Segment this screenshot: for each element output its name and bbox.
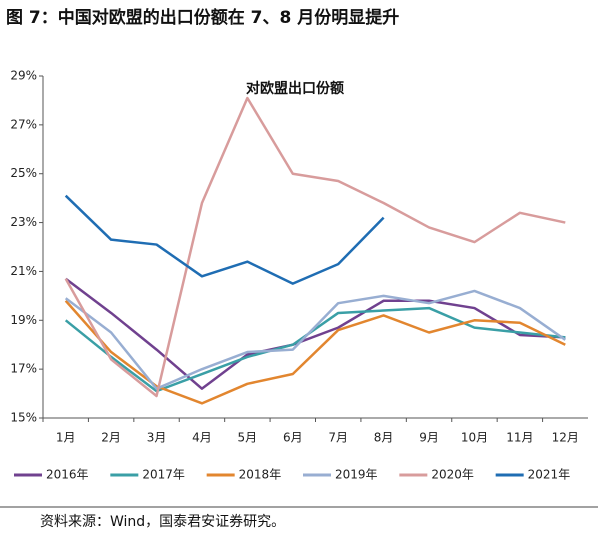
x-tick-label: 2月 (101, 431, 121, 445)
chart-title: 图 7：中国对欧盟的出口份额在 7、8 月份明显提升 (6, 7, 399, 28)
y-tick-label: 27% (10, 117, 37, 131)
y-tick-label: 29% (10, 69, 37, 83)
x-tick-label: 11月 (506, 431, 533, 445)
y-tick-label: 15% (10, 411, 37, 425)
series-line (64, 289, 567, 390)
y-tick-label: 17% (10, 362, 37, 376)
x-tick-label: 3月 (147, 431, 167, 445)
x-tick-label: 1月 (56, 431, 76, 445)
y-tick-label: 25% (10, 166, 37, 180)
y-tick-label: 21% (10, 264, 37, 278)
source: 资料来源：Wind，国泰君安证券研究。 (40, 514, 285, 530)
annotation: 对欧盟出口份额 (246, 80, 344, 97)
x-tick-label: 4月 (192, 431, 212, 445)
x-tick-label: 6月 (283, 431, 303, 445)
x-tick-label: 9月 (419, 431, 439, 445)
x-tick-label: 7月 (328, 431, 348, 445)
series-line (64, 96, 566, 398)
legend-label: 2020年 (431, 468, 474, 482)
x-tick-label: 10月 (461, 431, 488, 445)
series-line (64, 277, 566, 390)
legend-label: 2019年 (335, 468, 378, 482)
y-tick-label: 23% (10, 215, 37, 229)
legend-label: 2017年 (142, 468, 185, 482)
x-tick-label: 8月 (374, 431, 394, 445)
series-line (64, 306, 566, 393)
x-tick-label: 12月 (552, 431, 579, 445)
x-tick-label: 5月 (238, 431, 258, 445)
legend-label: 2021年 (528, 468, 571, 482)
y-tick-label: 19% (10, 313, 37, 327)
legend-label: 2016年 (46, 468, 89, 482)
series-line (64, 194, 385, 285)
legend-label: 2018年 (239, 468, 282, 482)
